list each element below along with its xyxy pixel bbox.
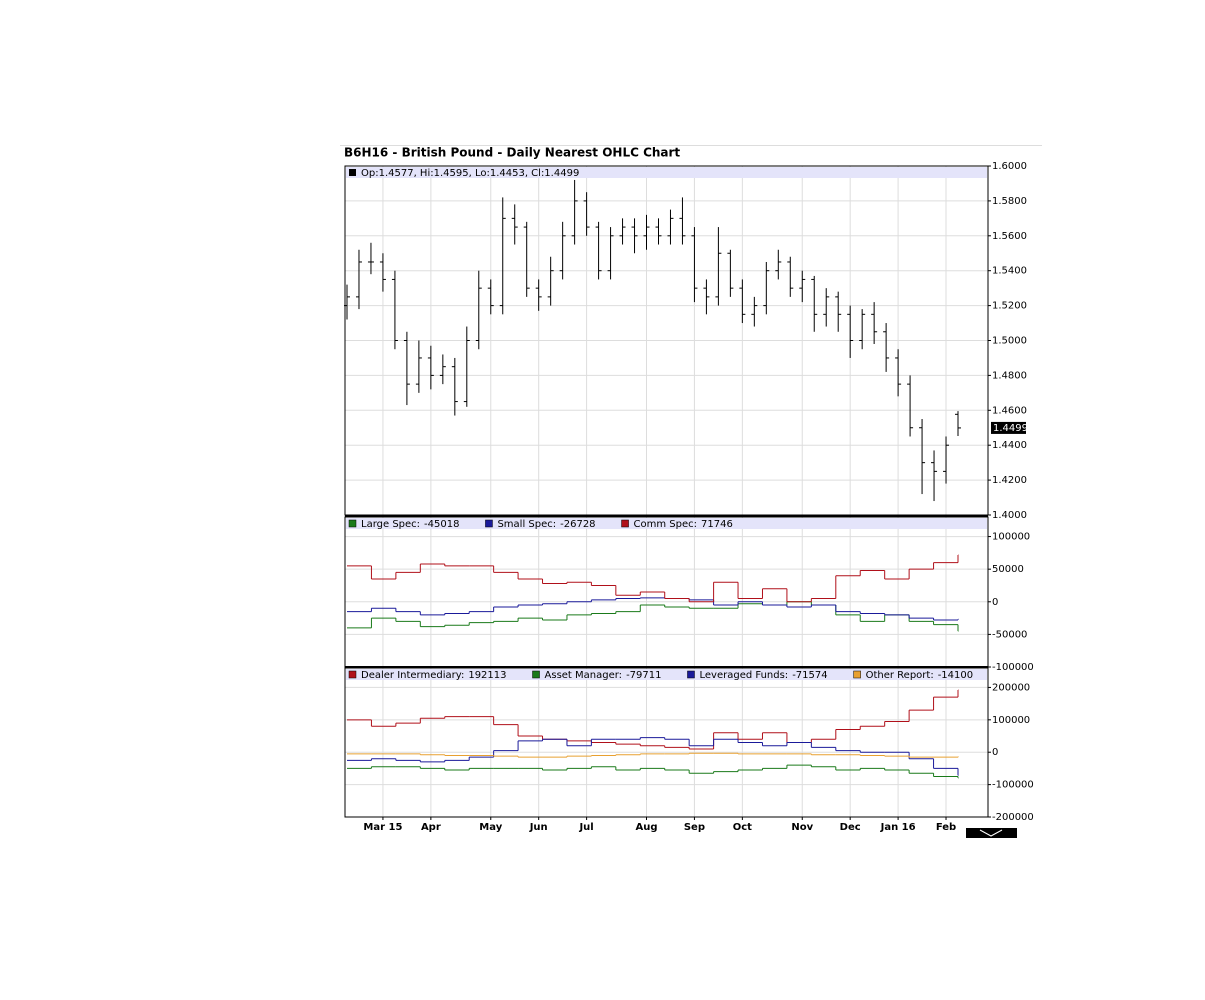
legend-name: Comm Spec: xyxy=(634,519,697,530)
y-tick-label: 0 xyxy=(992,597,998,608)
x-tick-label: Oct xyxy=(733,822,752,833)
legend-swatch xyxy=(348,670,357,679)
y-tick-label: 1.5000 xyxy=(992,336,1027,347)
last-price-box xyxy=(991,421,1026,434)
legend-value: 192113 xyxy=(468,670,506,681)
panel xyxy=(345,668,988,817)
legend-swatch xyxy=(853,670,861,679)
x-tick-label: Sep xyxy=(684,822,705,833)
y-tick-label: 0 xyxy=(992,747,998,758)
logo xyxy=(966,828,1017,838)
y-tick-label: 1.5800 xyxy=(992,196,1027,207)
legend-value: -45018 xyxy=(424,519,459,530)
y-tick-label: 1.5200 xyxy=(992,301,1027,312)
legend-band xyxy=(346,518,987,529)
chart-title: B6H16 - British Pound - Daily Nearest OH… xyxy=(344,146,680,160)
x-tick-label: May xyxy=(479,822,502,833)
legend-name: Other Report: xyxy=(866,670,934,681)
y-tick-label: 100000 xyxy=(992,715,1030,726)
legend-name: Large Spec: xyxy=(361,519,420,530)
legend-name: Leveraged Funds: xyxy=(699,670,788,681)
legend-band xyxy=(346,167,987,178)
legend-name: Dealer Intermediary: xyxy=(361,670,464,681)
y-tick-label: 200000 xyxy=(992,682,1030,693)
legend-value: -26728 xyxy=(560,519,595,530)
panel xyxy=(345,517,988,667)
legend-name: Asset Manager: xyxy=(545,670,623,681)
y-tick-label: 1.6000 xyxy=(992,161,1027,172)
legend-swatch xyxy=(348,519,357,528)
legend-text: Op:1.4577, Hi:1.4595, Lo:1.4453, Cl:1.44… xyxy=(361,168,579,179)
legend-swatch xyxy=(349,169,356,176)
legend-value: -79711 xyxy=(626,670,661,681)
legend-swatch xyxy=(485,519,493,528)
y-tick-label: 50000 xyxy=(992,564,1024,575)
legend-swatch xyxy=(621,519,629,528)
legend-value: -71574 xyxy=(792,670,827,681)
step-riser xyxy=(370,554,959,602)
legend-name: Small Spec: xyxy=(497,519,556,530)
x-tick-label: Jan 16 xyxy=(880,822,916,833)
y-tick-label: 1.5600 xyxy=(992,231,1027,242)
legend-swatch xyxy=(532,670,540,679)
y-tick-label: -100000 xyxy=(992,662,1034,673)
y-tick-label: 1.4000 xyxy=(992,510,1027,521)
y-tick-label: 1.4800 xyxy=(992,370,1027,381)
step-riser xyxy=(370,737,959,776)
legend-value: -14100 xyxy=(938,670,973,681)
legend-band xyxy=(346,669,987,680)
x-tick-label: Mar 15 xyxy=(363,822,402,833)
x-tick-label: Aug xyxy=(635,822,657,833)
legend-swatch xyxy=(687,670,695,679)
last-price-label: 1.4499 xyxy=(993,423,1028,434)
y-tick-label: 1.4200 xyxy=(992,475,1027,486)
y-tick-label: 1.4400 xyxy=(992,440,1027,451)
y-tick-label: -50000 xyxy=(992,629,1027,640)
y-tick-label: 100000 xyxy=(992,532,1030,543)
x-tick-label: Dec xyxy=(840,822,861,833)
y-tick-label: -200000 xyxy=(992,812,1034,823)
legend-value: 71746 xyxy=(701,519,733,530)
logo-mark xyxy=(979,829,1003,837)
x-tick-label: Feb xyxy=(936,822,956,833)
x-tick-label: Nov xyxy=(791,822,813,833)
y-tick-label: -100000 xyxy=(992,780,1034,791)
y-tick-label: 1.5400 xyxy=(992,266,1027,277)
x-tick-label: Jul xyxy=(578,822,593,833)
x-tick-label: Jun xyxy=(529,822,548,833)
y-tick-label: 1.4600 xyxy=(992,405,1027,416)
x-tick-label: Apr xyxy=(421,822,441,833)
